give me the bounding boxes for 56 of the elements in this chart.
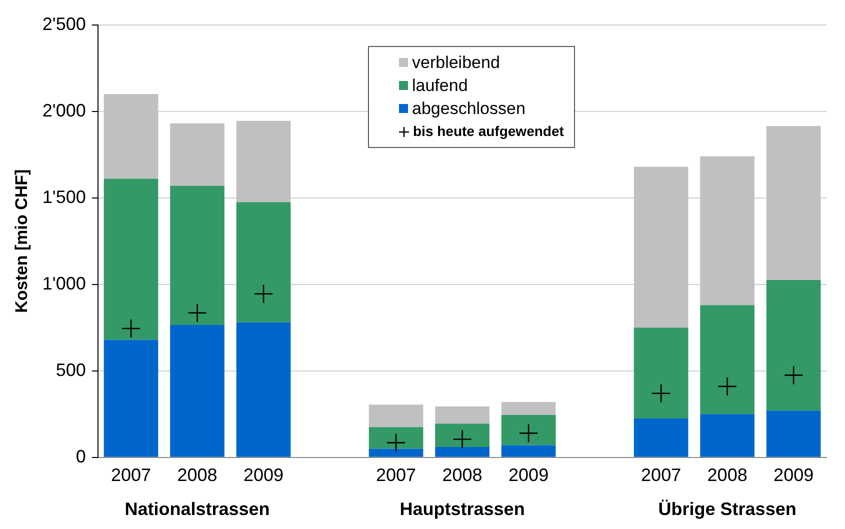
point	[718, 376, 737, 396]
bar	[766, 410, 821, 457]
point	[254, 284, 274, 304]
bar	[170, 325, 224, 457]
bar	[501, 415, 556, 446]
bar	[700, 156, 754, 306]
y-axis-title: Kosten [mio CHF]	[12, 169, 31, 313]
y-tick-label: 500	[56, 360, 86, 380]
point	[188, 303, 207, 323]
x-tick-label: 2008	[707, 465, 748, 486]
bar	[236, 322, 291, 457]
legend-label: laufend	[412, 75, 468, 97]
legend-label: bis heute aufgewendet	[413, 122, 564, 141]
legend-label: verbleibend	[412, 52, 500, 74]
x-tick-label: 2007	[110, 465, 152, 486]
y-tick-label: 2'500	[42, 14, 86, 34]
bar	[104, 178, 158, 340]
bar	[435, 406, 490, 424]
x-tick-label: 2007	[641, 465, 682, 486]
x-tick-label: 2008	[442, 465, 482, 486]
bar	[501, 402, 556, 416]
bar	[634, 166, 688, 328]
bar	[634, 418, 688, 457]
y-tick-label: 1'500	[42, 186, 86, 207]
bar	[104, 340, 158, 457]
point	[784, 366, 804, 385]
x-tick-label: 2008	[177, 465, 218, 486]
legend-label: abgeschlossen	[412, 98, 526, 120]
bar	[368, 404, 424, 428]
bar	[700, 305, 754, 414]
text: Übrige Strassen	[658, 498, 796, 519]
x-tick-label: 2007	[376, 465, 416, 486]
bar	[766, 126, 821, 280]
bar	[104, 94, 158, 179]
y-tick-label: 1'000	[42, 273, 86, 294]
point	[121, 318, 141, 338]
text: Hauptstrassen	[400, 498, 525, 519]
bar	[700, 414, 754, 457]
point	[651, 384, 671, 404]
bar	[368, 448, 424, 457]
bar	[368, 427, 424, 449]
bar	[236, 202, 291, 322]
bar	[170, 186, 224, 326]
bar	[170, 123, 224, 186]
bar	[435, 447, 490, 457]
text: Nationalstrassen	[124, 498, 270, 519]
bar	[435, 424, 490, 448]
bar	[501, 445, 556, 457]
y-tick-label: 2'000	[42, 100, 86, 120]
x-tick-label: 2009	[774, 465, 814, 486]
bar	[634, 328, 688, 418]
x-tick-label: 2009	[243, 465, 284, 486]
bar	[236, 120, 291, 202]
bar	[766, 280, 821, 411]
x-tick-label: 2009	[508, 465, 549, 486]
y-tick-label: 0	[76, 446, 86, 466]
